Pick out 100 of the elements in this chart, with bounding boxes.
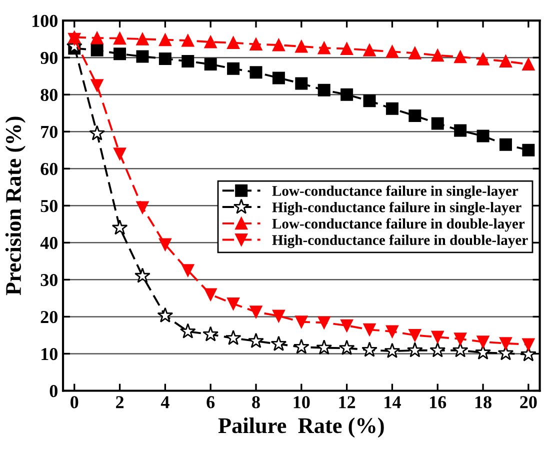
point xyxy=(386,325,398,338)
x-tick-label: 10 xyxy=(294,396,310,408)
y-tick-label: 0 xyxy=(50,384,58,398)
x-tick-label: 14 xyxy=(384,396,401,408)
point xyxy=(114,148,126,160)
x-tick-label: 0 xyxy=(70,396,78,408)
point xyxy=(363,94,376,108)
point xyxy=(454,50,467,64)
point xyxy=(408,109,422,122)
y-tick-label: 100 xyxy=(32,14,58,28)
point xyxy=(295,40,308,53)
point xyxy=(406,342,423,358)
point xyxy=(408,328,422,342)
point xyxy=(250,66,262,79)
point xyxy=(475,344,491,360)
x-tick-label: 18 xyxy=(475,396,492,408)
point xyxy=(295,77,308,90)
point xyxy=(182,264,194,277)
point xyxy=(431,117,444,130)
point xyxy=(454,124,467,137)
x-tick-label: 20 xyxy=(520,396,537,408)
point xyxy=(384,342,400,358)
point xyxy=(158,52,172,65)
point xyxy=(134,268,150,283)
point xyxy=(112,220,128,235)
point xyxy=(227,297,240,310)
point xyxy=(136,201,149,214)
point xyxy=(362,342,378,357)
y-tick-label: 40 xyxy=(40,236,58,250)
point xyxy=(318,316,330,329)
point xyxy=(318,84,330,96)
point xyxy=(158,34,172,46)
point xyxy=(182,34,194,47)
point xyxy=(250,306,262,318)
point xyxy=(225,330,242,346)
point xyxy=(522,338,535,351)
y-tick-label: 80 xyxy=(40,88,58,102)
point xyxy=(338,340,355,356)
point xyxy=(522,58,535,70)
point xyxy=(316,339,332,355)
legend-label: Low-conductance failure in double-layer xyxy=(272,218,525,232)
point xyxy=(431,330,444,344)
point xyxy=(272,38,285,52)
point xyxy=(452,342,468,358)
point xyxy=(227,62,240,75)
legend-label: High-conductance failure in single-layer xyxy=(272,202,522,216)
point xyxy=(204,58,217,70)
point xyxy=(204,36,217,48)
point xyxy=(114,32,126,45)
point xyxy=(202,326,219,342)
y-tick-label: 50 xyxy=(40,200,58,212)
point xyxy=(136,32,149,46)
point xyxy=(476,336,490,348)
point xyxy=(157,307,174,322)
point xyxy=(204,288,217,301)
point xyxy=(476,52,490,66)
point xyxy=(454,332,467,346)
point xyxy=(499,55,512,68)
point xyxy=(114,48,126,60)
point xyxy=(430,342,446,358)
point xyxy=(476,130,490,142)
point xyxy=(499,138,512,151)
point xyxy=(272,310,285,322)
x-tick-label: 8 xyxy=(252,396,260,408)
point xyxy=(293,338,310,354)
x-tick-label: 16 xyxy=(430,396,446,408)
point xyxy=(182,55,194,68)
point xyxy=(90,79,104,92)
point xyxy=(272,72,285,84)
point xyxy=(499,337,512,350)
point xyxy=(340,42,354,55)
point xyxy=(270,336,287,351)
y-tick-label: 70 xyxy=(41,126,58,138)
point xyxy=(90,44,104,56)
point xyxy=(340,88,354,101)
y-tick-label: 30 xyxy=(40,274,58,286)
y-tick-label: 10 xyxy=(42,348,58,360)
point xyxy=(318,42,330,54)
x-tick-label: 4 xyxy=(160,396,170,408)
x-tick-label: 2 xyxy=(116,396,124,408)
point xyxy=(136,50,149,63)
legend-label: Low-conductance failure in single-layer xyxy=(272,185,518,199)
point xyxy=(180,323,196,338)
point xyxy=(295,316,308,328)
point xyxy=(340,319,354,332)
point xyxy=(248,332,264,348)
point xyxy=(250,38,262,51)
y-axis-title: Precision Rate (%) xyxy=(5,116,26,296)
y-tick-label: 90 xyxy=(40,52,58,64)
point xyxy=(158,238,172,251)
point xyxy=(227,36,240,50)
point xyxy=(522,144,535,156)
point xyxy=(386,102,398,115)
legend-label: High-conductance failure in double-layer xyxy=(272,234,528,248)
x-tick-label: 12 xyxy=(339,396,356,408)
point xyxy=(89,125,106,140)
x-tick-label: 6 xyxy=(206,396,215,408)
y-tick-label: 60 xyxy=(40,162,58,176)
point xyxy=(431,49,444,62)
point xyxy=(386,45,398,58)
